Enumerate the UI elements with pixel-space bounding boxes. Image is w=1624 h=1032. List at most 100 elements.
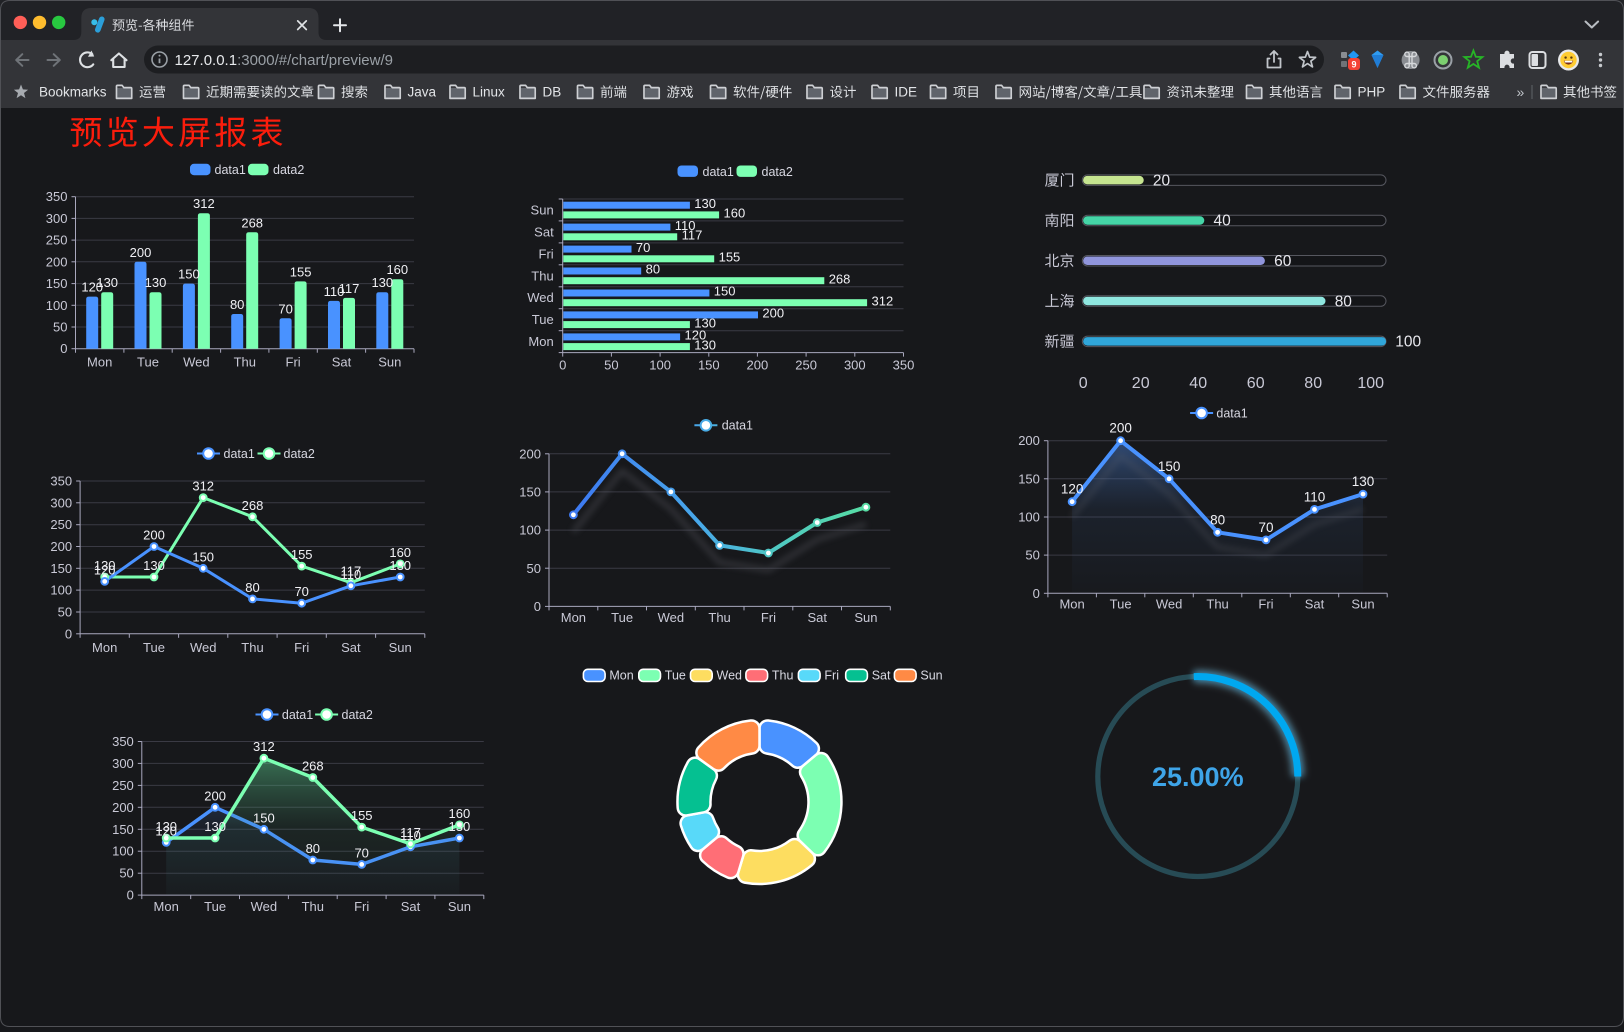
svg-text:Thu: Thu <box>772 669 794 683</box>
svg-text:150: 150 <box>519 484 541 499</box>
svg-text:200: 200 <box>204 788 226 803</box>
svg-text:70: 70 <box>294 584 308 599</box>
svg-text:200: 200 <box>1018 433 1040 448</box>
svg-text:Thu: Thu <box>241 640 263 655</box>
svg-text:155: 155 <box>719 250 741 265</box>
svg-text:Sun: Sun <box>1351 596 1374 611</box>
svg-text:268: 268 <box>241 215 263 230</box>
svg-text:300: 300 <box>50 495 72 510</box>
svg-text:130: 130 <box>389 558 411 573</box>
svg-text:130: 130 <box>145 275 167 290</box>
svg-text:Wed: Wed <box>658 610 685 625</box>
svg-text:80: 80 <box>1304 375 1322 392</box>
svg-text:Fri: Fri <box>354 899 369 914</box>
svg-text:150: 150 <box>192 549 214 564</box>
svg-text:data2: data2 <box>273 163 304 177</box>
svg-text:350: 350 <box>112 734 134 749</box>
svg-text:130: 130 <box>371 275 393 290</box>
svg-text:100: 100 <box>1395 334 1421 351</box>
svg-text:data1: data1 <box>1216 406 1247 420</box>
svg-text:Wed: Wed <box>183 354 210 369</box>
svg-text:350: 350 <box>46 189 68 204</box>
svg-text:data1: data1 <box>224 447 255 461</box>
svg-text:100: 100 <box>50 583 72 598</box>
svg-text:Tue: Tue <box>532 312 554 327</box>
svg-text:268: 268 <box>302 759 324 774</box>
svg-text:100: 100 <box>1018 510 1040 525</box>
svg-text:50: 50 <box>58 605 72 620</box>
svg-text:200: 200 <box>46 254 68 269</box>
svg-text:117: 117 <box>339 281 360 296</box>
svg-text:100: 100 <box>46 298 68 313</box>
svg-text:130: 130 <box>1352 474 1375 489</box>
svg-text:312: 312 <box>872 293 894 308</box>
svg-text:312: 312 <box>192 479 214 494</box>
svg-text:160: 160 <box>449 806 471 821</box>
svg-text:120: 120 <box>155 823 177 838</box>
svg-text:350: 350 <box>893 357 915 372</box>
svg-text:80: 80 <box>245 580 259 595</box>
svg-text:Sat: Sat <box>807 610 827 625</box>
svg-text:130: 130 <box>204 819 226 834</box>
svg-text:200: 200 <box>50 539 72 554</box>
svg-text:130: 130 <box>155 819 177 834</box>
svg-text:PHP: PHP <box>1358 85 1386 100</box>
svg-text:Thu: Thu <box>708 610 730 625</box>
svg-text:Fri: Fri <box>294 640 309 655</box>
svg-text:150: 150 <box>46 276 68 291</box>
svg-text:80: 80 <box>1210 512 1225 527</box>
svg-text:250: 250 <box>112 778 134 793</box>
svg-text:155: 155 <box>351 808 373 823</box>
svg-text:0: 0 <box>127 888 134 903</box>
svg-text:data1: data1 <box>282 708 313 722</box>
svg-text:100: 100 <box>112 844 134 859</box>
svg-text:80: 80 <box>306 841 320 856</box>
svg-text:150: 150 <box>178 267 200 282</box>
svg-text:0: 0 <box>1033 586 1040 601</box>
svg-text:117: 117 <box>341 564 362 579</box>
svg-text:268: 268 <box>829 271 851 286</box>
svg-text:0: 0 <box>1079 375 1088 392</box>
svg-text:60: 60 <box>1274 253 1292 270</box>
svg-text:Tue: Tue <box>1110 596 1132 611</box>
svg-text:160: 160 <box>386 262 408 277</box>
svg-text:Sun: Sun <box>378 354 401 369</box>
svg-text:Mon: Mon <box>1059 596 1084 611</box>
svg-text:Sat: Sat <box>534 224 554 239</box>
svg-text:150: 150 <box>714 284 736 299</box>
svg-text:Mon: Mon <box>528 334 553 349</box>
svg-text:Fri: Fri <box>761 610 776 625</box>
svg-text:80: 80 <box>1335 293 1353 310</box>
svg-text:data1: data1 <box>703 165 734 179</box>
svg-text:Java: Java <box>408 85 437 100</box>
svg-text:DB: DB <box>543 85 562 100</box>
svg-text:IDE: IDE <box>895 85 918 100</box>
svg-text:Linux: Linux <box>473 85 506 100</box>
svg-text:200: 200 <box>1109 421 1132 436</box>
svg-text:110: 110 <box>675 218 696 233</box>
svg-text:Mon: Mon <box>92 640 117 655</box>
svg-text:Mon: Mon <box>561 610 586 625</box>
svg-text:150: 150 <box>698 357 720 372</box>
svg-text:Wed: Wed <box>717 669 743 683</box>
svg-text:130: 130 <box>694 315 716 330</box>
svg-text:Wed: Wed <box>251 899 278 914</box>
svg-text:Fri: Fri <box>286 354 301 369</box>
svg-text:50: 50 <box>119 866 133 881</box>
svg-text:data2: data2 <box>284 447 315 461</box>
svg-text:25.00%: 25.00% <box>1152 762 1244 792</box>
svg-text:130: 130 <box>143 558 165 573</box>
svg-text:160: 160 <box>389 545 411 560</box>
svg-text:350: 350 <box>50 474 72 489</box>
svg-text:Sat: Sat <box>1305 596 1325 611</box>
svg-text:Sat: Sat <box>341 640 361 655</box>
svg-text:110: 110 <box>400 828 421 843</box>
svg-text:150: 150 <box>1158 459 1181 474</box>
svg-text:20: 20 <box>1153 172 1171 189</box>
svg-text:300: 300 <box>112 756 134 771</box>
svg-text:Thu: Thu <box>234 354 256 369</box>
svg-text:70: 70 <box>636 240 650 255</box>
svg-text:80: 80 <box>230 297 244 312</box>
svg-text:120: 120 <box>1061 482 1084 497</box>
svg-text:50: 50 <box>527 561 541 576</box>
